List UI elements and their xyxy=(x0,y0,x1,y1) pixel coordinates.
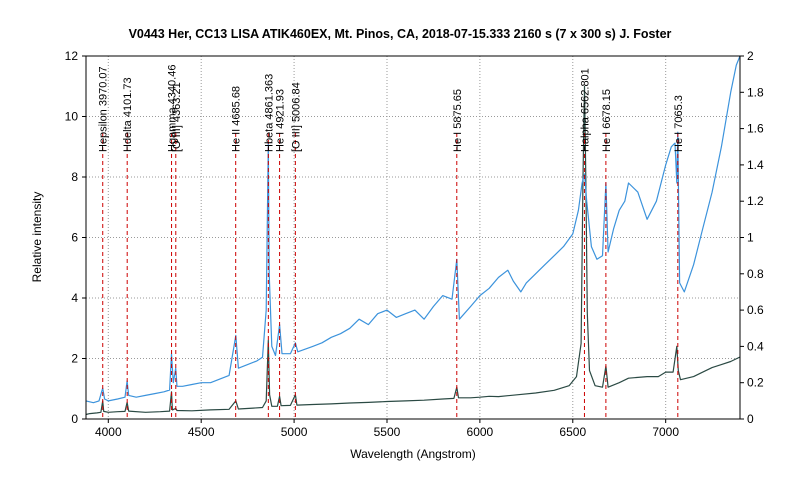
y-tick-label: 2 xyxy=(71,352,78,366)
y-tick-label: 6 xyxy=(71,231,78,245)
axis-ticks: 4000 4500 5000 5500 6000 6500 700002468101200.… xyxy=(65,49,764,439)
marker-line-label: He I 7065.3 xyxy=(673,95,685,152)
x-axis-label: Wavelength (Angstrom) xyxy=(350,447,476,461)
y-tick-label: 4 xyxy=(71,291,78,305)
grid xyxy=(86,56,740,419)
marker-lines: Hepsilon 3970.07 Hdelta 4101.73 Hgamma 434… xyxy=(98,65,685,419)
x-tick-label: 6500 xyxy=(559,425,586,439)
series-right-line xyxy=(85,55,741,404)
series-group xyxy=(85,55,741,416)
y2-tick-label: 1.2 xyxy=(747,194,764,208)
marker-line-label: Hepsilon 3970.07 xyxy=(98,66,110,152)
y2-tick-label: 0.6 xyxy=(747,303,764,317)
y-tick-label: 0 xyxy=(71,412,78,426)
y2-tick-label: 0.4 xyxy=(747,339,764,353)
y-tick-label: 12 xyxy=(65,49,79,63)
x-tick-label: 6000 xyxy=(467,425,494,439)
marker-line-label: Hgamma 4340.46 xyxy=(167,65,179,152)
x-tick-label: 5000 xyxy=(281,425,308,439)
marker-line-label: Hdelta 4101.73 xyxy=(122,77,134,152)
x-tick-label: 4500 xyxy=(188,425,215,439)
x-tick-label: 5500 xyxy=(374,425,401,439)
y2-tick-label: 1.6 xyxy=(747,122,764,136)
y-tick-label: 8 xyxy=(71,170,78,184)
marker-line-label: Hbeta 4861.363 xyxy=(263,74,275,152)
y2-tick-label: 1.4 xyxy=(747,158,764,172)
y2-tick-label: 1 xyxy=(747,231,754,245)
y-tick-label: 10 xyxy=(65,110,79,124)
x-tick-label: 4000 xyxy=(95,425,122,439)
y2-tick-label: 2 xyxy=(747,49,754,63)
marker-line-label: He I 4921.93 xyxy=(275,89,287,152)
x-tick-label: 7000 xyxy=(652,425,679,439)
marker-line-label: [O III] 4363.21 xyxy=(171,82,183,152)
marker-line-label: Halpha 6562.801 xyxy=(580,68,592,152)
y2-tick-label: 0.2 xyxy=(747,376,764,390)
y2-tick-label: 1.8 xyxy=(747,85,764,99)
y2-tick-label: 0.8 xyxy=(747,267,764,281)
marker-line-label: [O III] 5006.84 xyxy=(290,82,302,152)
marker-line-label: He I 6678.15 xyxy=(601,89,613,152)
y-axis-label: Relative intensity xyxy=(30,192,44,283)
marker-line-label: He II 4685.68 xyxy=(231,86,243,152)
series-left-line xyxy=(85,85,741,416)
y2-tick-label: 0 xyxy=(747,412,754,426)
marker-line-label: He I 5875.65 xyxy=(452,89,464,152)
chart-title: V0443 Her, CC13 LISA ATIK460EX, Mt. Pino… xyxy=(129,27,672,41)
